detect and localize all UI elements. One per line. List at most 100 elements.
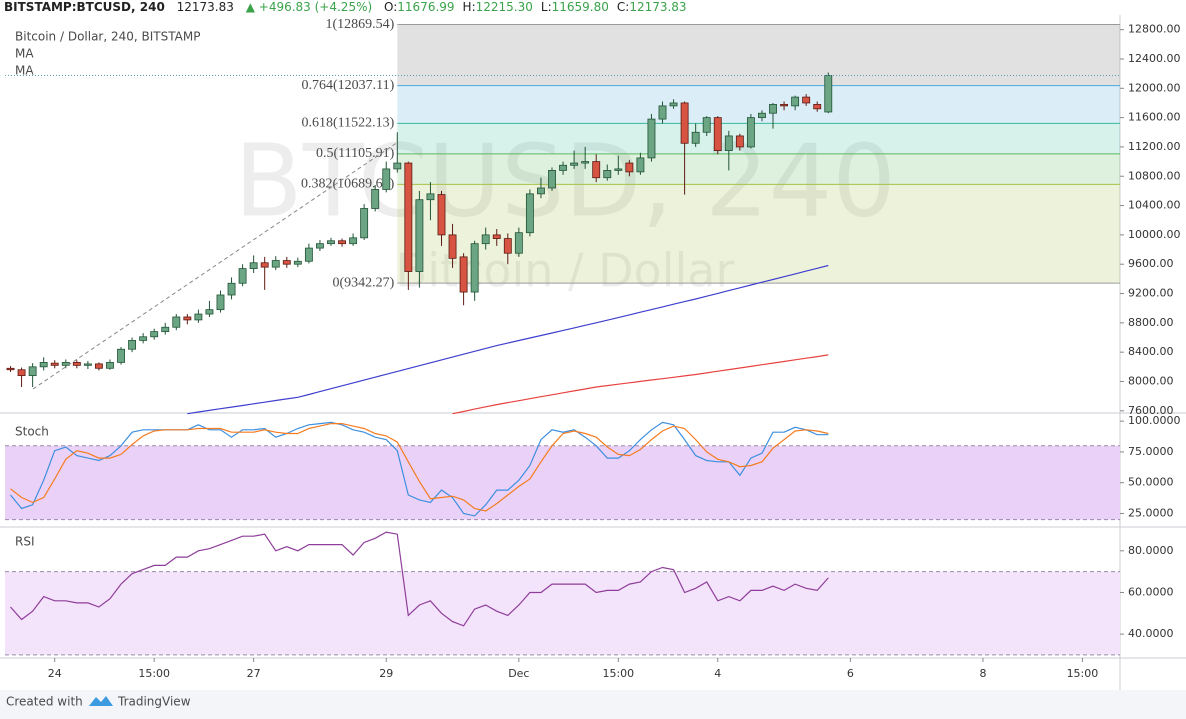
- candle-body: [360, 208, 369, 239]
- y-tick-label: 9200.00: [1128, 287, 1174, 300]
- y-tick-label: 12800.00: [1128, 23, 1181, 36]
- y-tick-label: 40.0000: [1128, 627, 1174, 640]
- candle-body: [393, 162, 402, 170]
- ohlc-value: 11676.99: [397, 0, 454, 14]
- y-tick-label: 100.0000: [1128, 414, 1181, 427]
- candle-body: [304, 247, 313, 262]
- x-tick-label: 27: [247, 667, 261, 680]
- band: [5, 571, 1120, 655]
- candle-body: [128, 340, 137, 350]
- candle-body: [658, 105, 667, 120]
- candle-body: [459, 256, 468, 293]
- candle-body: [680, 102, 689, 144]
- logo: [89, 696, 113, 706]
- header: BITSTAMP:BTCUSD, 240 12173.83 ▲ +496.83 …: [4, 0, 687, 14]
- candle-body: [669, 102, 678, 107]
- candle-body: [426, 193, 435, 201]
- candle-body: [404, 162, 413, 272]
- fib-label: 0.618(11522.13): [301, 116, 394, 131]
- candle-body: [260, 262, 269, 268]
- candle-body: [327, 240, 335, 245]
- candle-body: [293, 260, 302, 265]
- candle-body: [548, 169, 556, 189]
- y-tick-label: 8400.00: [1128, 345, 1174, 358]
- candle-body: [161, 326, 170, 333]
- x-tick-label: 15:00: [138, 667, 170, 680]
- x-tick-label: 15:00: [1067, 667, 1099, 680]
- candle-body: [769, 104, 777, 114]
- candle-body: [724, 135, 733, 151]
- moving-average: [452, 354, 829, 415]
- candle-body: [614, 168, 623, 171]
- candle-body: [194, 313, 203, 321]
- stoch-title: Stoch: [15, 425, 49, 439]
- fib-label: 0(9342.27): [332, 275, 394, 290]
- rsi-line: [10, 531, 829, 627]
- x-tick-label: 6: [847, 667, 854, 680]
- candle-body: [746, 117, 755, 148]
- candle-body: [735, 135, 744, 148]
- candle-body: [282, 260, 291, 265]
- y-tick-label: 8800.00: [1128, 316, 1174, 329]
- candle-body: [150, 331, 159, 338]
- candle-body: [625, 162, 634, 173]
- candle-body: [238, 268, 247, 284]
- stoch-line: [10, 423, 829, 512]
- candle-body: [28, 366, 37, 377]
- candle-body: [117, 348, 125, 363]
- footer-brand[interactable]: TradingView: [117, 695, 191, 709]
- plot: 1(12869.54) 0.764(12037.11) 0.618(11522.13…: [5, 17, 1121, 627]
- candle-body: [824, 75, 833, 113]
- footer-created: Created with: [6, 695, 83, 709]
- watermark-symbol: BTCUSD, 240: [234, 122, 896, 239]
- candle-body: [83, 363, 92, 366]
- candle-body: [581, 161, 590, 164]
- last-price: 12173.83: [177, 0, 234, 14]
- candle-body: [481, 234, 490, 245]
- ohlc-label: C:: [617, 0, 629, 14]
- stoch-line: [10, 421, 829, 517]
- candle-body: [525, 193, 534, 234]
- candle-body: [139, 336, 148, 341]
- candle-body: [415, 199, 424, 272]
- candle-body: [249, 262, 258, 270]
- x-tick-label: 8: [979, 667, 986, 680]
- candle-body: [470, 243, 479, 293]
- candle-body: [172, 316, 181, 328]
- candle-body: [647, 118, 656, 159]
- panels: 7600.00 8000.00 8400.00 8800.00 9200.00 9600.…: [0, 15, 1186, 690]
- y-tick-label: 12400.00: [1128, 52, 1181, 65]
- symbol: BITSTAMP:BTCUSD, 240: [4, 0, 165, 14]
- moving-average: [187, 264, 829, 415]
- candle-body: [271, 260, 280, 268]
- candle-body: [94, 363, 103, 369]
- ohlc-value: 12215.30: [476, 0, 533, 14]
- x-tick-label: 4: [714, 667, 721, 680]
- fib-label: 1(12869.54): [325, 17, 394, 32]
- rsi-title: RSI: [15, 535, 35, 549]
- candle-body: [6, 367, 15, 371]
- x-tick-label: 24: [48, 667, 62, 680]
- ohlc-label: O:: [384, 0, 397, 14]
- candle-body: [492, 234, 501, 239]
- y-tick-label: 8000.00: [1128, 374, 1174, 387]
- y-tick-label: 50.0000: [1128, 476, 1174, 489]
- x-tick-label: Dec: [508, 667, 529, 680]
- candle-body: [448, 234, 457, 259]
- candle-body: [702, 117, 711, 133]
- candle-body: [802, 96, 811, 104]
- fib-label: 0.764(12037.11): [301, 78, 394, 93]
- y-tick-label: 60.0000: [1128, 585, 1174, 598]
- fib-label: 0.382(10689.69): [301, 177, 395, 192]
- band: [5, 445, 1120, 520]
- candle-body: [780, 104, 788, 107]
- candle-body: [227, 282, 236, 296]
- candle-body: [316, 243, 324, 249]
- candle-body: [636, 157, 645, 173]
- y-tick-label: 10800.00: [1128, 169, 1181, 182]
- candle-body: [813, 104, 822, 110]
- fib-zone: [397, 153, 1121, 185]
- ohlc-value: 11659.80: [552, 0, 609, 14]
- candle-body: [758, 112, 766, 119]
